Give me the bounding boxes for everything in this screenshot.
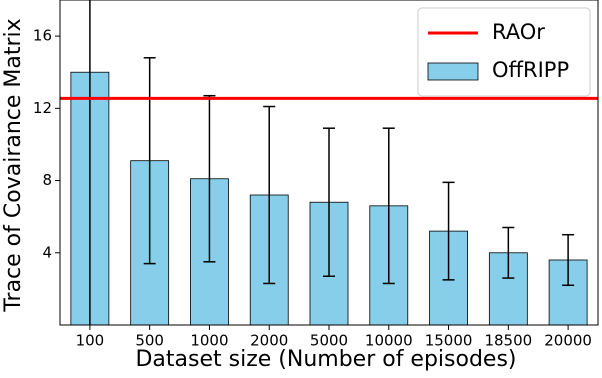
error-bar bbox=[263, 105, 276, 285]
error-bar bbox=[562, 233, 575, 287]
x-tick-label: 2000 bbox=[250, 332, 288, 350]
y-tick-label: 8 bbox=[42, 171, 52, 189]
y-tick-label: 12 bbox=[33, 99, 52, 117]
x-tick-label: 10000 bbox=[365, 332, 413, 350]
legend-swatch bbox=[427, 62, 479, 81]
x-tick-label: 18500 bbox=[484, 332, 532, 350]
x-tick-label: 15000 bbox=[425, 332, 473, 350]
legend: RAOr OffRIPP bbox=[417, 7, 591, 97]
error-bar bbox=[502, 226, 515, 279]
error-bar bbox=[89, 0, 91, 325]
legend-label: OffRIPP bbox=[492, 58, 569, 82]
x-tick-label: 20000 bbox=[544, 332, 592, 350]
legend-label: RAOr bbox=[492, 20, 545, 44]
error-bar bbox=[323, 127, 335, 277]
y-tick-label: 16 bbox=[33, 27, 52, 45]
x-tick-label: 100 bbox=[76, 332, 105, 350]
x-tick-label: 500 bbox=[135, 332, 164, 350]
error-bar bbox=[143, 57, 156, 265]
plot-area bbox=[60, 0, 598, 325]
x-axis-label: Dataset size (Number of episodes) bbox=[135, 347, 516, 372]
error-bar bbox=[382, 127, 395, 285]
y-axis-label: Trace of Covairance Matrix bbox=[1, 18, 26, 312]
error-bar bbox=[203, 94, 216, 263]
error-bar bbox=[442, 181, 455, 281]
x-tick-label: 1000 bbox=[190, 332, 228, 350]
plot-frame bbox=[59, 0, 599, 326]
x-tick-label: 5000 bbox=[310, 332, 348, 350]
y-tick-label: 4 bbox=[42, 243, 52, 261]
